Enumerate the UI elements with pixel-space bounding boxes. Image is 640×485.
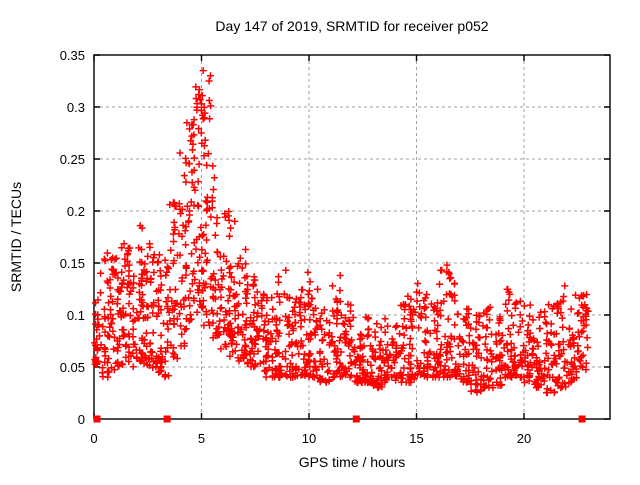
plot-border [93,54,611,420]
x-tick-label: 0 [90,431,97,446]
y-tick-label: 0.05 [60,360,85,375]
y-axis-title: SRMTID / TECUs [8,182,24,292]
gap-square-marker [578,415,586,423]
chart-title: Day 147 of 2019, SRMTID for receiver p05… [215,18,488,34]
y-tick-label: 0 [78,412,85,427]
y-tick-label: 0.2 [67,204,85,219]
scatter-points [91,67,592,397]
gap-square-marker [93,415,101,423]
y-tick-label: 0.35 [60,48,85,63]
x-tick-label: 5 [198,431,205,446]
y-tick-label: 0.25 [60,152,85,167]
x-tick-label: 20 [517,431,531,446]
y-tick-label: 0.3 [67,100,85,115]
gap-marker-squares [93,415,586,423]
gap-square-marker [163,415,171,423]
y-tick-label: 0.15 [60,256,85,271]
x-tick-label: 10 [302,431,316,446]
gap-square-marker [352,415,360,423]
y-tick-label: 0.1 [67,308,85,323]
x-tick-label: 15 [409,431,423,446]
scatter-plus-markers [91,67,592,397]
x-axis-title: GPS time / hours [299,454,406,470]
